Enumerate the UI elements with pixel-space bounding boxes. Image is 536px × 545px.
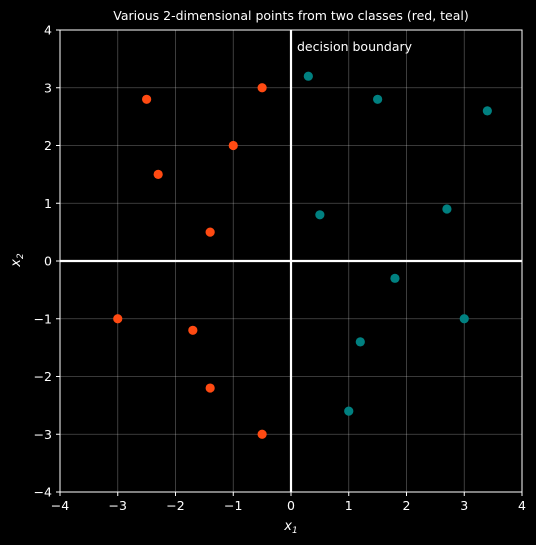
y-axis-ticks: −4 −3 −2 −1 0 1 2 3 4 bbox=[34, 23, 60, 500]
red-class-point bbox=[257, 83, 267, 93]
x-tick-label: 0 bbox=[287, 498, 295, 513]
y-tick-label: −3 bbox=[34, 427, 52, 442]
x-tick-label: 3 bbox=[460, 498, 468, 513]
y-tick-label: 2 bbox=[44, 138, 52, 153]
x-tick-label: 1 bbox=[345, 498, 353, 513]
y-tick-label: −2 bbox=[34, 369, 52, 384]
x-tick-label: 2 bbox=[403, 498, 411, 513]
x-axis-label: x1 bbox=[283, 519, 297, 536]
teal-class-point bbox=[355, 337, 365, 347]
red-class-point bbox=[153, 169, 163, 179]
teal-class-point bbox=[315, 210, 325, 220]
y-tick-label: 4 bbox=[44, 23, 52, 38]
red-class-point bbox=[257, 429, 267, 439]
y-tick-label: −1 bbox=[34, 311, 52, 326]
red-class-point bbox=[228, 140, 238, 151]
teal-class-point bbox=[373, 94, 383, 104]
red-class-point bbox=[188, 325, 198, 335]
chart-title: Various 2-dimensional points from two cl… bbox=[113, 8, 469, 23]
teal-class-point bbox=[442, 204, 452, 214]
data-points bbox=[113, 71, 492, 439]
red-class-point bbox=[142, 94, 152, 104]
x-tick-label: −1 bbox=[224, 498, 242, 513]
y-tick-label: −4 bbox=[34, 485, 52, 500]
teal-class-point bbox=[303, 71, 313, 81]
y-tick-label: 1 bbox=[44, 196, 52, 211]
x-tick-label: −2 bbox=[166, 498, 184, 513]
x-tick-label: −3 bbox=[109, 498, 127, 513]
decision-boundary bbox=[60, 30, 522, 492]
x-tick-label: 4 bbox=[518, 498, 526, 513]
teal-class-point bbox=[390, 273, 400, 283]
red-class-point bbox=[205, 227, 215, 237]
x-tick-label: −4 bbox=[51, 498, 69, 513]
red-class-point bbox=[113, 314, 123, 324]
decision-boundary-label: decision boundary bbox=[297, 39, 413, 54]
teal-class-point bbox=[344, 406, 354, 416]
y-tick-label: 3 bbox=[44, 80, 52, 95]
red-class-point bbox=[205, 383, 215, 393]
x-axis-ticks: −4 −3 −2 −1 0 1 2 3 4 bbox=[51, 492, 526, 513]
y-tick-label: 0 bbox=[44, 254, 52, 269]
teal-class-point bbox=[482, 106, 492, 116]
teal-class-point bbox=[459, 314, 469, 324]
y-axis-label: x2 bbox=[9, 253, 26, 268]
